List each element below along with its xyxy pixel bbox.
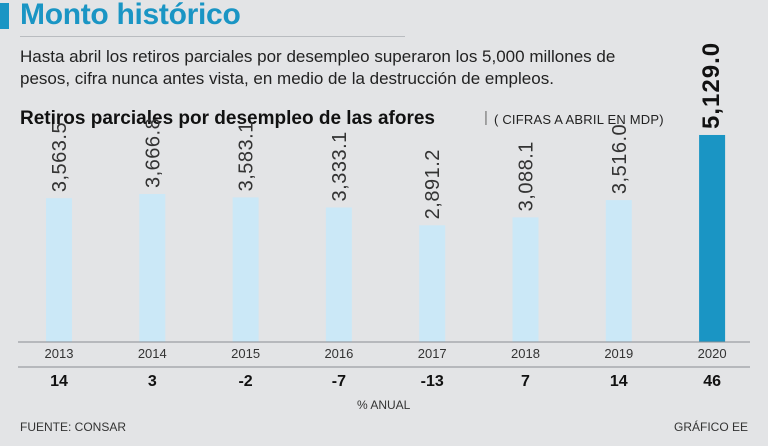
data-label: 3,583.1 [236, 121, 258, 191]
x-tick-label: 2016 [324, 346, 353, 361]
x-tick-label: 2019 [604, 346, 633, 361]
title-accent-bar [0, 3, 9, 29]
title-divider [20, 36, 405, 37]
data-label: 5,129.0 [698, 42, 725, 129]
bar [46, 198, 72, 342]
data-label: 3,088.1 [516, 141, 538, 211]
x-tick-label: 2014 [138, 346, 167, 361]
page-title: Monto histórico [20, 0, 241, 31]
chart-title: Retiros parciales por desempleo de las a… [20, 108, 436, 129]
x-tick-label: 2020 [698, 346, 727, 361]
graphic-credit: GRÁFICO EE [673, 420, 748, 434]
pct-annual-label: -13 [421, 373, 444, 390]
pct-annual-label: 3 [148, 373, 157, 390]
data-label: 3,666.8 [142, 118, 164, 188]
pct-annual-label: 7 [521, 373, 530, 390]
x-tick-label: 2017 [418, 346, 447, 361]
bar [232, 197, 259, 342]
bar [325, 207, 352, 342]
bar [139, 193, 166, 342]
data-label: 3,516.0 [609, 124, 631, 194]
x-tick-label: 2015 [231, 346, 260, 361]
pct-annual-label: -7 [332, 373, 346, 390]
intro-text: Hasta abril los retiros parciales por de… [20, 47, 616, 88]
pct-annual-label: 14 [50, 373, 68, 390]
chart-subtitle-note: ( CIFRAS A ABRIL EN MDP) [494, 112, 664, 127]
x-tick-label: 2018 [511, 346, 540, 361]
data-label: 3,333.1 [329, 131, 351, 201]
source-note: FUENTE: CONSAR [20, 420, 127, 434]
subtitle-separator: | [484, 109, 488, 126]
pct-annual-label: -2 [238, 373, 252, 390]
pct-annual-label: 46 [703, 373, 721, 390]
data-label: 3,563.5 [49, 122, 71, 192]
bar [512, 217, 539, 342]
pct-annual-label: 14 [610, 373, 628, 390]
data-label: 2,891.2 [422, 149, 444, 219]
bar [419, 225, 446, 342]
bar [699, 134, 726, 342]
pct-axis-label: % ANUAL [357, 398, 411, 412]
bar [605, 200, 632, 342]
x-tick-label: 2013 [45, 346, 74, 361]
